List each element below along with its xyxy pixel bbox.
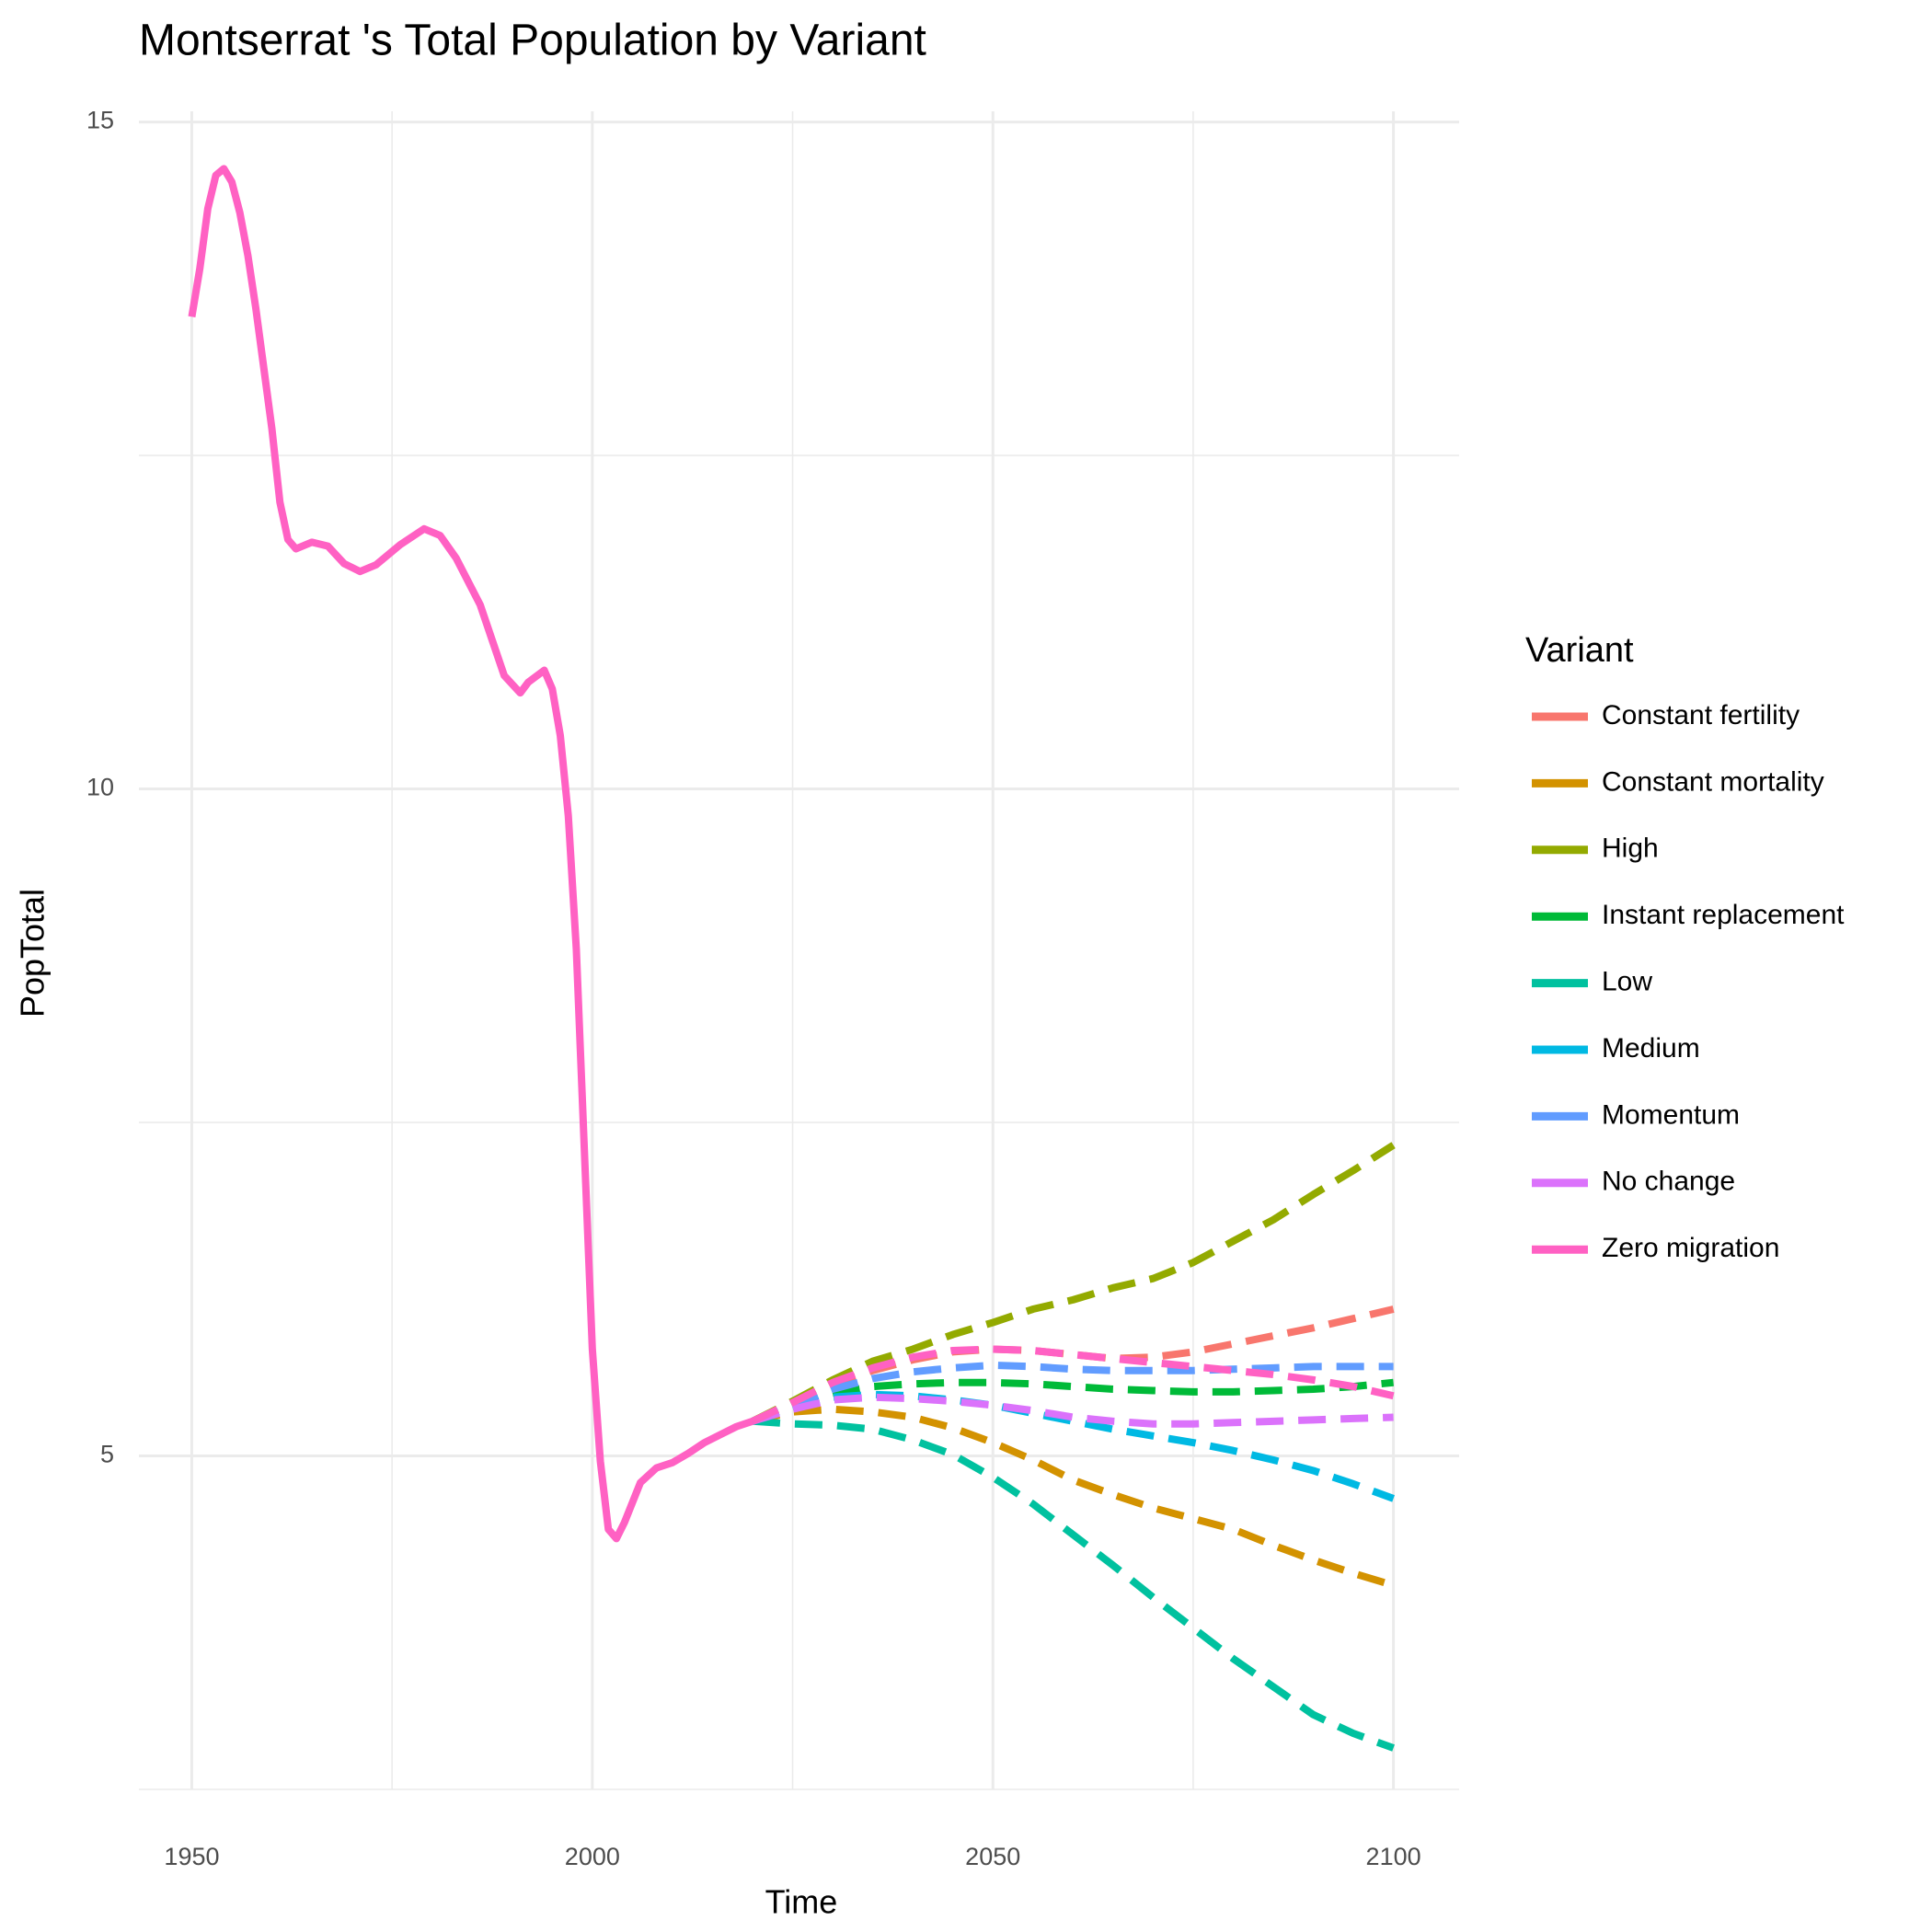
legend-title: Variant xyxy=(1525,631,1634,670)
legend-label: Momentum xyxy=(1602,1099,1740,1130)
y-tick-label: 5 xyxy=(100,1441,114,1468)
projection-line xyxy=(752,1405,1395,1589)
y-tick-label: 10 xyxy=(86,774,114,801)
projection-line xyxy=(751,1393,1394,1428)
legend-label: Instant replacement xyxy=(1602,900,1845,930)
x-axis-title: Time xyxy=(765,1883,838,1921)
legend-label: High xyxy=(1602,834,1659,864)
projection-line xyxy=(752,1417,1395,1752)
y-tick-label: 15 xyxy=(86,107,114,134)
legend-label: No change xyxy=(1602,1167,1735,1197)
legend-label: Constant fertility xyxy=(1602,700,1800,730)
x-tick-label: 1950 xyxy=(164,1843,219,1870)
chart-title: Montserrat 's Total Population by Varian… xyxy=(139,17,926,65)
history-line xyxy=(188,165,754,1543)
projection-line xyxy=(751,1142,1396,1425)
legend-label: Zero migration xyxy=(1602,1233,1779,1263)
x-tick-label: 2000 xyxy=(565,1843,620,1870)
x-tick-label: 2050 xyxy=(965,1843,1020,1870)
projection-line xyxy=(751,1378,1394,1425)
y-axis-title: PopTotal xyxy=(14,889,52,1018)
legend-label: Low xyxy=(1602,967,1652,997)
legend-label: Medium xyxy=(1602,1033,1700,1064)
x-tick-label: 2100 xyxy=(1366,1843,1421,1870)
legend-label: Constant mortality xyxy=(1602,766,1824,797)
